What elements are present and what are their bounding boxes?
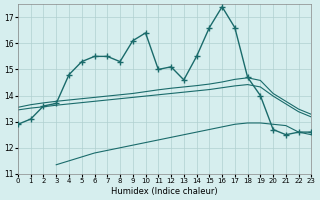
X-axis label: Humidex (Indice chaleur): Humidex (Indice chaleur) <box>111 187 218 196</box>
